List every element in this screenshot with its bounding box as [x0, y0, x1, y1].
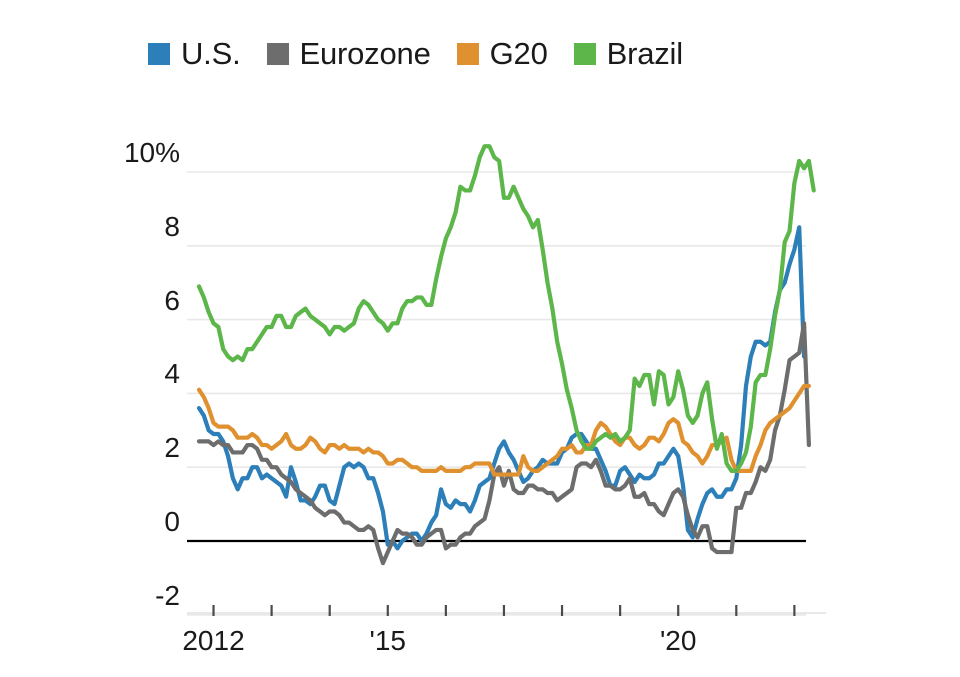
legend-item-label: Eurozone [299, 36, 431, 71]
legend-color-swatch-icon [573, 42, 596, 65]
chart-legend: U.S. Eurozone G20 Brazil [148, 38, 709, 69]
legend-color-swatch-icon [148, 42, 170, 65]
legend-color-swatch-icon [266, 42, 289, 65]
x-axis-tick-label: 2012 [182, 625, 245, 656]
y-axis-tick-label: -2 [155, 579, 180, 611]
y-axis-tick-label: 8 [164, 210, 180, 242]
legend-item-u-s[interactable]: U.S. [148, 38, 241, 69]
y-axis-tick-label: 0 [164, 506, 180, 537]
legend-item-label: U.S. [181, 36, 241, 71]
legend-item-label: Brazil [606, 36, 684, 71]
y-axis-tick-label: 2 [164, 432, 180, 464]
series-line-eurozone [196, 321, 812, 566]
y-axis-tick-label: 4 [164, 358, 180, 390]
legend-item-label: G20 [489, 36, 548, 71]
x-axis [187, 605, 826, 616]
legend-item-brazil[interactable]: Brazil [573, 36, 684, 71]
x-axis-tick-label: '20 [659, 625, 697, 656]
y-axis-tick-label: 6 [164, 284, 180, 316]
legend-item-g20[interactable]: G20 [456, 36, 548, 71]
y-axis-tick-label: 10% [123, 137, 180, 168]
series-line-g20 [196, 383, 812, 477]
series-line-u-s [196, 225, 807, 551]
x-axis-tick-label: '15 [369, 625, 407, 656]
legend-item-eurozone[interactable]: Eurozone [266, 36, 431, 71]
series-line-brazil [196, 144, 816, 473]
legend-color-swatch-icon [456, 42, 479, 65]
